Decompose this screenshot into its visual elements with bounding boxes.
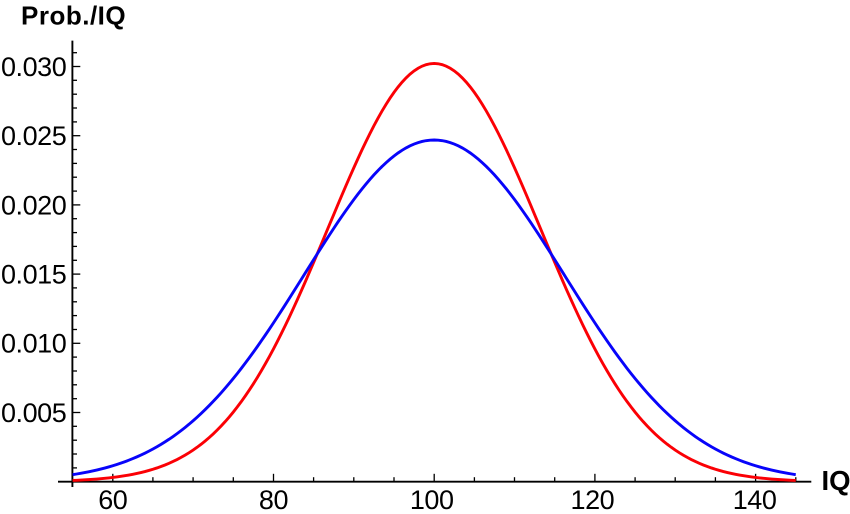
svg-text:100: 100 — [410, 485, 454, 514]
svg-text:80: 80 — [259, 485, 288, 514]
svg-text:IQ: IQ — [822, 465, 850, 496]
svg-text:0.030: 0.030 — [1, 52, 66, 82]
svg-text:Prob./IQ: Prob./IQ — [21, 0, 126, 30]
svg-text:140: 140 — [733, 485, 777, 514]
svg-text:0.015: 0.015 — [1, 260, 66, 290]
svg-text:0.025: 0.025 — [1, 121, 66, 151]
svg-text:0.010: 0.010 — [1, 329, 66, 359]
svg-text:60: 60 — [98, 485, 127, 514]
svg-text:120: 120 — [571, 485, 615, 514]
svg-text:0.005: 0.005 — [1, 398, 66, 428]
svg-text:0.020: 0.020 — [1, 190, 66, 220]
